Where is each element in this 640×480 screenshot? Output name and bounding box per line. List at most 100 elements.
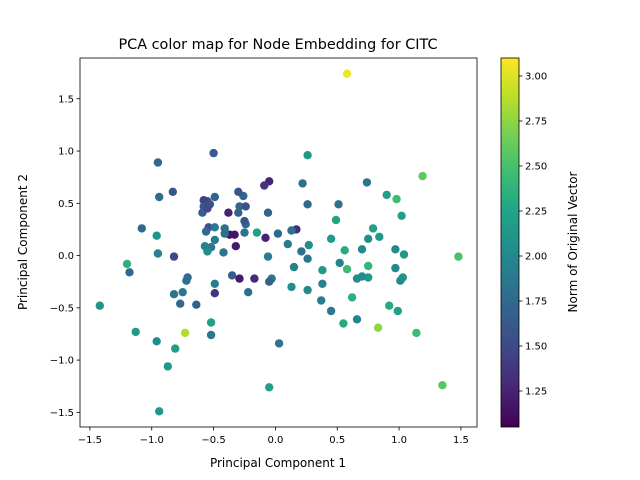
scatter-point bbox=[182, 276, 191, 285]
scatter-point bbox=[241, 202, 250, 211]
scatter-point bbox=[391, 263, 400, 273]
x-tick-label: 1.5 bbox=[453, 435, 469, 446]
scatter-point bbox=[368, 224, 378, 233]
y-tick-label: 1.0 bbox=[58, 147, 74, 158]
colorbar-ticks: 1.25 1.50 1.75 2.00 2.25 2.50 2.75 3.00 bbox=[519, 72, 547, 398]
scatter-point bbox=[298, 179, 307, 188]
colorbar-tick-label: 2.25 bbox=[525, 207, 547, 218]
scatter-point bbox=[206, 330, 216, 340]
scatter-point bbox=[274, 339, 284, 348]
scatter-point bbox=[203, 204, 212, 213]
scatter-point bbox=[261, 233, 270, 242]
scatter-point bbox=[397, 211, 406, 220]
colorbar-label: Norm of Original Vector bbox=[566, 171, 580, 312]
scatter-point bbox=[335, 258, 344, 268]
scatter-point bbox=[364, 234, 373, 243]
scatter-point bbox=[352, 274, 362, 283]
scatter-point bbox=[210, 192, 219, 202]
scatter-point bbox=[240, 228, 249, 237]
scatter-point bbox=[131, 327, 140, 337]
scatter-point bbox=[438, 381, 447, 390]
scatter-point bbox=[176, 299, 185, 308]
scatter-point bbox=[137, 224, 146, 233]
scatter-point bbox=[263, 208, 273, 217]
scatter-point bbox=[287, 282, 296, 292]
scatter-point bbox=[250, 274, 259, 283]
scatter-point bbox=[364, 261, 373, 271]
colorbar-tick-label: 1.25 bbox=[525, 387, 547, 398]
colorbar-tick-label: 3.00 bbox=[525, 72, 547, 83]
scatter-point bbox=[317, 296, 326, 305]
scatter-point bbox=[396, 276, 405, 285]
colorbar-tick-label: 1.75 bbox=[525, 297, 547, 308]
y-axis-label: Principal Component 2 bbox=[16, 174, 30, 310]
scatter-point bbox=[155, 192, 164, 202]
scatter-point bbox=[220, 229, 229, 238]
x-tick-label: −1.0 bbox=[140, 435, 164, 446]
colorbar-tick-label: 2.50 bbox=[525, 162, 547, 173]
scatter-point bbox=[352, 315, 362, 324]
scatter-point bbox=[273, 229, 283, 238]
scatter-point bbox=[347, 293, 357, 302]
scatter-point bbox=[418, 171, 427, 181]
scatter-point bbox=[391, 245, 400, 254]
scatter-point bbox=[304, 240, 313, 250]
scatter-point bbox=[192, 300, 201, 309]
x-tick-label: 0.5 bbox=[329, 435, 345, 446]
scatter-point bbox=[412, 328, 421, 338]
scatter-point bbox=[210, 223, 219, 232]
scatter-point bbox=[244, 288, 253, 297]
x-axis-ticks: −1.5 −1.0 −0.5 0.0 0.5 1.0 1.5 bbox=[78, 427, 469, 446]
scatter-point bbox=[199, 196, 208, 205]
y-tick-label: −0.5 bbox=[50, 303, 74, 314]
scatter-point bbox=[206, 318, 216, 327]
scatter-point bbox=[303, 151, 312, 160]
scatter-point bbox=[375, 232, 384, 241]
scatter-point bbox=[331, 215, 341, 225]
scatter-point bbox=[155, 407, 164, 416]
scatter-point bbox=[252, 228, 262, 237]
scatter-points bbox=[95, 69, 463, 416]
y-tick-label: 0.5 bbox=[58, 199, 74, 210]
scatter-point bbox=[178, 288, 187, 297]
scatter-point bbox=[392, 194, 401, 204]
scatter-point bbox=[326, 306, 336, 316]
scatter-point bbox=[163, 362, 172, 371]
scatter-point bbox=[373, 323, 383, 332]
scatter-point bbox=[201, 227, 211, 236]
scatter-point bbox=[260, 181, 269, 190]
scatter-point bbox=[210, 279, 219, 288]
scatter-point bbox=[95, 301, 105, 310]
y-tick-label: 1.5 bbox=[58, 94, 74, 105]
scatter-point bbox=[171, 344, 180, 353]
scatter-point bbox=[168, 187, 177, 196]
colorbar-tick-label: 1.50 bbox=[525, 342, 547, 353]
scatter-point bbox=[342, 69, 352, 78]
x-tick-label: −1.5 bbox=[78, 435, 102, 446]
x-tick-label: −0.5 bbox=[201, 435, 225, 446]
scatter-point bbox=[265, 277, 274, 286]
scatter-point bbox=[303, 285, 312, 295]
scatter-point bbox=[399, 250, 409, 259]
scatter-point bbox=[263, 252, 273, 261]
scatter-point bbox=[169, 290, 179, 299]
scatter-point bbox=[210, 235, 219, 245]
scatter-point bbox=[342, 265, 352, 274]
scatter-point bbox=[152, 231, 161, 240]
scatter-point bbox=[152, 337, 161, 346]
scatter-point bbox=[287, 226, 296, 235]
scatter-point bbox=[382, 190, 391, 200]
scatter-point bbox=[219, 248, 228, 257]
scatter-point bbox=[393, 306, 402, 316]
scatter-point bbox=[339, 319, 348, 328]
scatter-point bbox=[209, 148, 218, 158]
scatter-point bbox=[385, 301, 394, 310]
y-axis-ticks: −1.5 −1.0 −0.5 0.0 0.5 1.0 1.5 bbox=[50, 94, 80, 419]
scatter-point bbox=[303, 254, 312, 263]
scatter-point bbox=[180, 328, 190, 338]
scatter-point bbox=[234, 187, 243, 196]
colorbar bbox=[500, 57, 520, 428]
scatter-point bbox=[231, 242, 240, 251]
colorbar-tick-label: 2.00 bbox=[525, 252, 547, 263]
